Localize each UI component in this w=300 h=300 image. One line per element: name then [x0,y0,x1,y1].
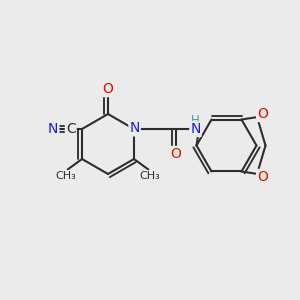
Text: CH₃: CH₃ [140,171,160,181]
Text: H: H [191,114,200,127]
Text: N: N [129,122,140,135]
Text: O: O [257,107,268,121]
Text: O: O [170,147,182,161]
Text: N: N [190,122,201,136]
Text: CH₃: CH₃ [56,171,76,181]
Text: O: O [102,82,113,96]
Text: O: O [257,170,268,184]
Text: C: C [66,122,76,136]
Text: N: N [48,122,58,136]
